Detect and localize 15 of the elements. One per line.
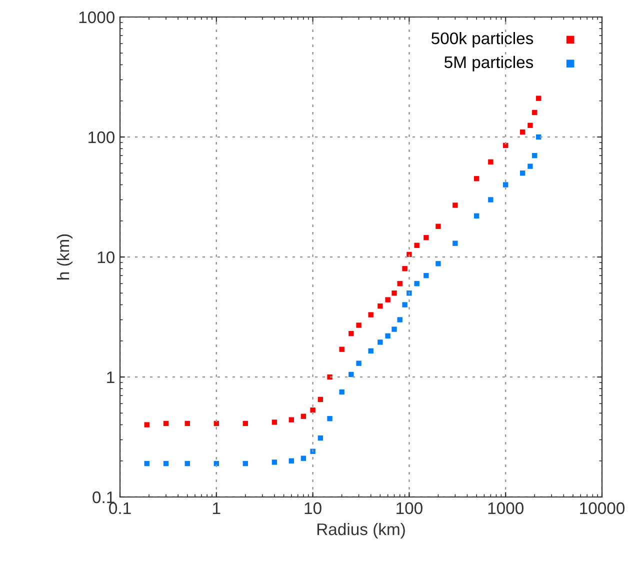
x-tick-label: 1 (213, 502, 220, 514)
x-tick-label: 10 (304, 502, 322, 514)
y-axis-title: h (km) (56, 234, 73, 280)
y-tick-label: 100 (88, 131, 114, 144)
legend-label: 5M particles (444, 56, 534, 72)
legend-label: 500k particles (432, 32, 534, 48)
y-tick-label: 0.1 (92, 491, 114, 504)
x-tick-label: 1000 (488, 502, 524, 514)
y-tick-label: 1000 (79, 11, 114, 24)
x-axis-title: Radius (km) (317, 522, 405, 538)
x-tick-label: 100 (396, 502, 422, 514)
x-tick-label: 0.1 (109, 502, 131, 514)
y-tick-label: 10 (98, 251, 114, 264)
x-tick-label: 10000 (580, 502, 625, 514)
y-tick-label: 1 (107, 372, 114, 384)
